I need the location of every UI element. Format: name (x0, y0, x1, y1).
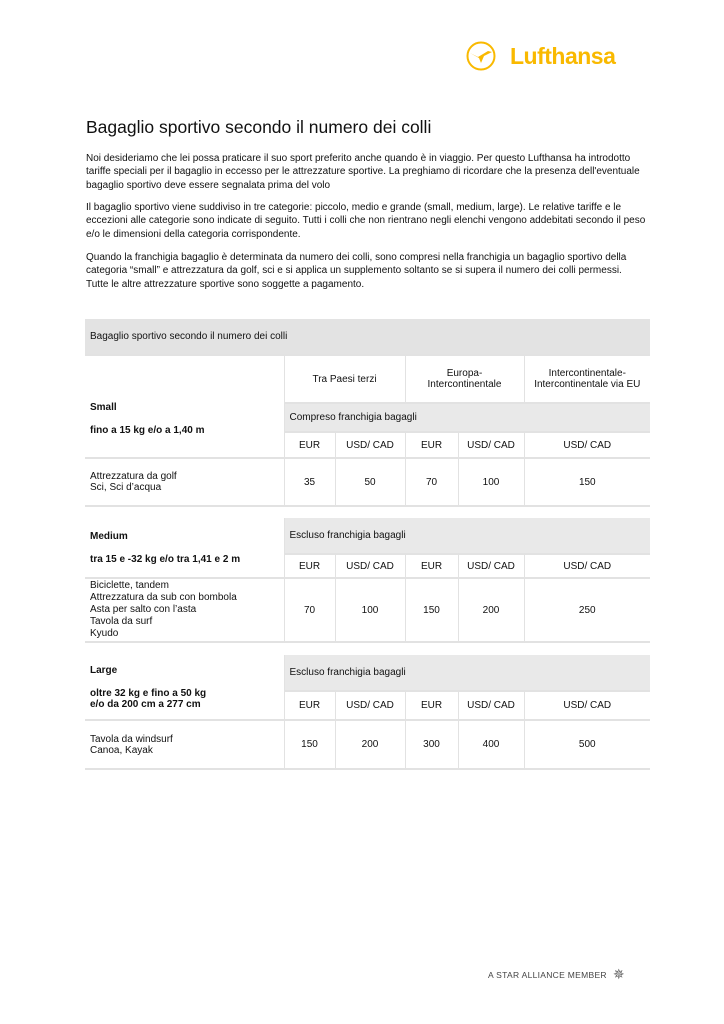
star-icon: ✵ (612, 966, 625, 982)
price: 150 (284, 720, 336, 770)
small-table: Bagaglio sportivo secondo il numero dei … (85, 319, 651, 507)
price: 400 (458, 720, 525, 770)
large-table: Large oltre 32 kg e fino a 50 kg e/o da 2… (85, 655, 651, 770)
currency: USD/ CAD (524, 554, 651, 579)
price: 500 (524, 720, 651, 770)
price: 300 (405, 720, 459, 770)
lufthansa-logo: Lufthansa (466, 41, 616, 71)
currency: EUR (284, 691, 336, 721)
currency: USD/ CAD (524, 432, 651, 459)
currency: EUR (284, 432, 336, 459)
category-small: Small fino a 15 kg e/o a 1,40 m (85, 355, 285, 459)
currency: EUR (405, 691, 459, 721)
table-row: Tavola da windsurf Canoa, Kayak 150 200 30… (85, 720, 651, 770)
franchise-label: Compreso franchigia bagagli (284, 403, 651, 433)
price: 200 (458, 578, 525, 643)
table-row: Attrezzatura da golf Sci, Sci d’acqua 35… (85, 458, 651, 507)
crane-icon (466, 41, 496, 71)
footer-text: A STAR ALLIANCE MEMBER (488, 969, 607, 980)
price: 70 (405, 458, 459, 507)
brand-name: Lufthansa (510, 42, 616, 69)
currency: EUR (405, 432, 459, 459)
currency: EUR (405, 554, 459, 579)
currency: USD/ CAD (335, 432, 406, 459)
price: 50 (335, 458, 406, 507)
medium-table: Medium tra 15 e -32 kg e/o tra 1,41 e 2 m… (85, 518, 651, 643)
currency: USD/ CAD (458, 432, 525, 459)
franchise-label: Escluso franchigia bagagli (284, 655, 651, 692)
items: Attrezzatura da golf Sci, Sci d’acqua (85, 458, 285, 507)
price: 200 (335, 720, 406, 770)
price: 250 (524, 578, 651, 643)
route-header: Intercontinentale- Intercontinentale via… (524, 355, 651, 404)
route-header: Tra Paesi terzi (284, 355, 406, 404)
currency: USD/ CAD (458, 691, 525, 721)
price: 100 (458, 458, 525, 507)
price: 70 (284, 578, 336, 643)
category-large: Large oltre 32 kg e fino a 50 kg e/o da 2… (85, 655, 285, 721)
route-header: Europa- Intercontinentale (405, 355, 525, 404)
star-alliance-footer: A STAR ALLIANCE MEMBER ✵ (488, 966, 625, 983)
price: 150 (524, 458, 651, 507)
category-medium: Medium tra 15 e -32 kg e/o tra 1,41 e 2 m (85, 518, 285, 579)
price: 35 (284, 458, 336, 507)
currency: USD/ CAD (335, 691, 406, 721)
table-row: Biciclette, tandem Attrezzatura da sub c… (85, 578, 651, 643)
page-title: Bagaglio sportivo secondo il numero dei … (86, 117, 432, 137)
currency: EUR (284, 554, 336, 579)
franchise-label: Escluso franchigia bagagli (284, 518, 651, 555)
table-header: Bagaglio sportivo secondo il numero dei … (85, 319, 651, 356)
categories-paragraph: Il bagaglio sportivo viene suddiviso in … (86, 202, 646, 240)
franchise-paragraph: Quando la franchigia bagaglio è determin… (86, 252, 627, 290)
items: Tavola da windsurf Canoa, Kayak (85, 720, 285, 770)
currency: USD/ CAD (335, 554, 406, 579)
currency: USD/ CAD (524, 691, 651, 721)
items: Biciclette, tandem Attrezzatura da sub c… (85, 578, 285, 643)
intro-paragraph: Noi desideriamo che lei possa praticare … (86, 153, 640, 191)
price: 100 (335, 578, 406, 643)
price: 150 (405, 578, 459, 643)
currency: USD/ CAD (458, 554, 525, 579)
